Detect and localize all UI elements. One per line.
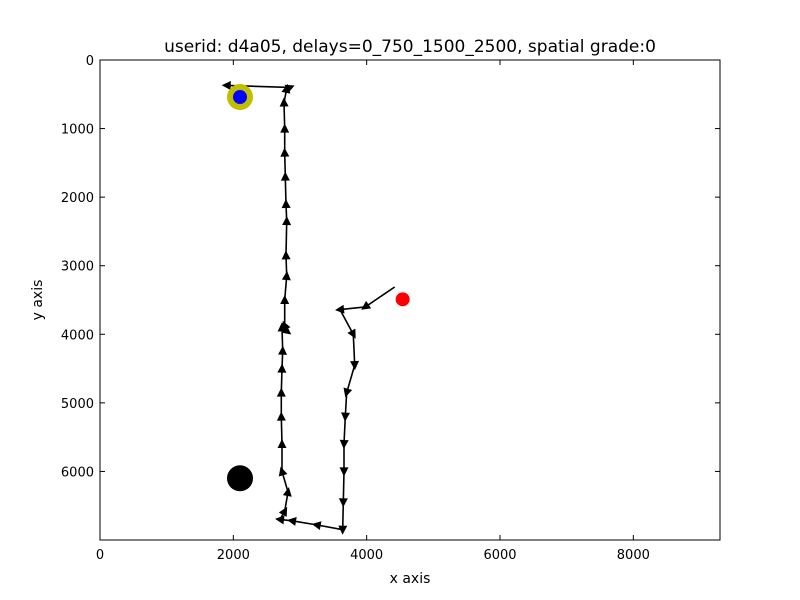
plot-frame: [99, 59, 721, 541]
trajectory-arrowhead: [277, 439, 287, 448]
trajectory-arrowhead: [343, 387, 353, 398]
target-center-marker: [233, 90, 247, 105]
trajectory-arrowhead: [282, 216, 292, 226]
y-tick-label: 6000: [61, 465, 94, 480]
trajectory-arrowhead: [350, 360, 360, 371]
x-tick-label: 6000: [483, 548, 516, 563]
trajectory-arrowhead: [275, 515, 285, 525]
trajectory-arrowhead: [276, 387, 286, 397]
trajectory-arrowhead: [278, 345, 288, 355]
y-tick-label: 1000: [61, 123, 94, 138]
trajectory-arrowhead: [276, 411, 286, 421]
x-tick-label: 4000: [350, 548, 383, 563]
trajectory-arrowhead: [280, 147, 290, 157]
axis-ticks: 0 2000 4000 6000 8000 0 1000 2000 3000 4000 5000 60…: [61, 54, 720, 563]
trajectory-arrowhead: [281, 271, 291, 281]
trajectory-arrowhead: [281, 325, 292, 335]
x-axis-label: x axis: [390, 571, 431, 587]
y-tick-label: 0: [86, 54, 94, 69]
trajectory-arrowhead: [280, 295, 290, 304]
trajectory-arrowhead: [335, 304, 345, 314]
x-tick-label: 8000: [617, 548, 650, 563]
y-axis-label: y axis: [30, 280, 46, 321]
origin-marker: [227, 465, 253, 492]
trajectory-arrowhead: [338, 525, 348, 535]
plot-area: [221, 81, 410, 535]
trajectory-arrowhead: [277, 363, 287, 373]
trajectory-arrowhead: [278, 466, 288, 477]
trajectory-arrowhead: [282, 487, 292, 497]
trajectory-arrowhead: [361, 300, 372, 310]
y-tick-label: 4000: [61, 328, 94, 343]
trajectory-arrowhead: [280, 171, 290, 181]
trajectory-arrowhead: [311, 521, 322, 531]
trajectory-arrowhead: [281, 250, 291, 260]
trajectory-arrowhead: [221, 81, 231, 91]
trajectory-arrowhead: [284, 84, 295, 94]
chart-title: userid: d4a05, delays=0_750_1500_2500, s…: [164, 37, 656, 57]
y-tick-label: 2000: [61, 191, 94, 206]
trajectory-arrowhead: [281, 199, 291, 209]
trajectory-arrowhead: [339, 467, 349, 477]
x-tick-label: 0: [96, 548, 104, 563]
x-tick-label: 2000: [217, 548, 250, 563]
trajectory-arrowhead: [339, 439, 349, 449]
y-tick-label: 5000: [61, 397, 94, 412]
trajectory-arrowhead: [347, 328, 356, 339]
trajectory-arrowhead: [279, 97, 289, 107]
trajectory-arrowhead: [287, 517, 297, 526]
trajectory-arrowhead: [282, 320, 291, 331]
start-marker: [395, 292, 410, 307]
trajectory-arrowhead: [341, 412, 351, 422]
trajectory-arrowhead: [280, 123, 290, 133]
trajectory-arrowhead: [278, 506, 288, 517]
trajectory-arrowhead: [338, 498, 348, 508]
y-tick-label: 3000: [61, 260, 94, 275]
